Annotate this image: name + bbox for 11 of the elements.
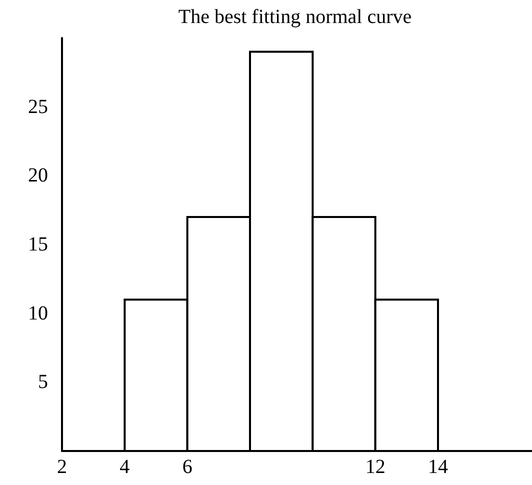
x-tick-label: 12	[365, 456, 386, 478]
y-tick-label: 10	[28, 302, 48, 324]
y-tick-label: 5	[38, 371, 48, 394]
x-tick-label: 14	[428, 456, 448, 478]
y-tick-label: 15	[28, 234, 48, 256]
chart-title: The best fitting normal curve	[178, 6, 412, 28]
x-tick-label: 6	[182, 456, 192, 478]
x-tick-label: 2	[57, 456, 67, 478]
y-tick-label: 25	[28, 96, 48, 118]
x-tick-label: 4	[120, 456, 130, 478]
y-tick-label: 20	[28, 164, 48, 187]
